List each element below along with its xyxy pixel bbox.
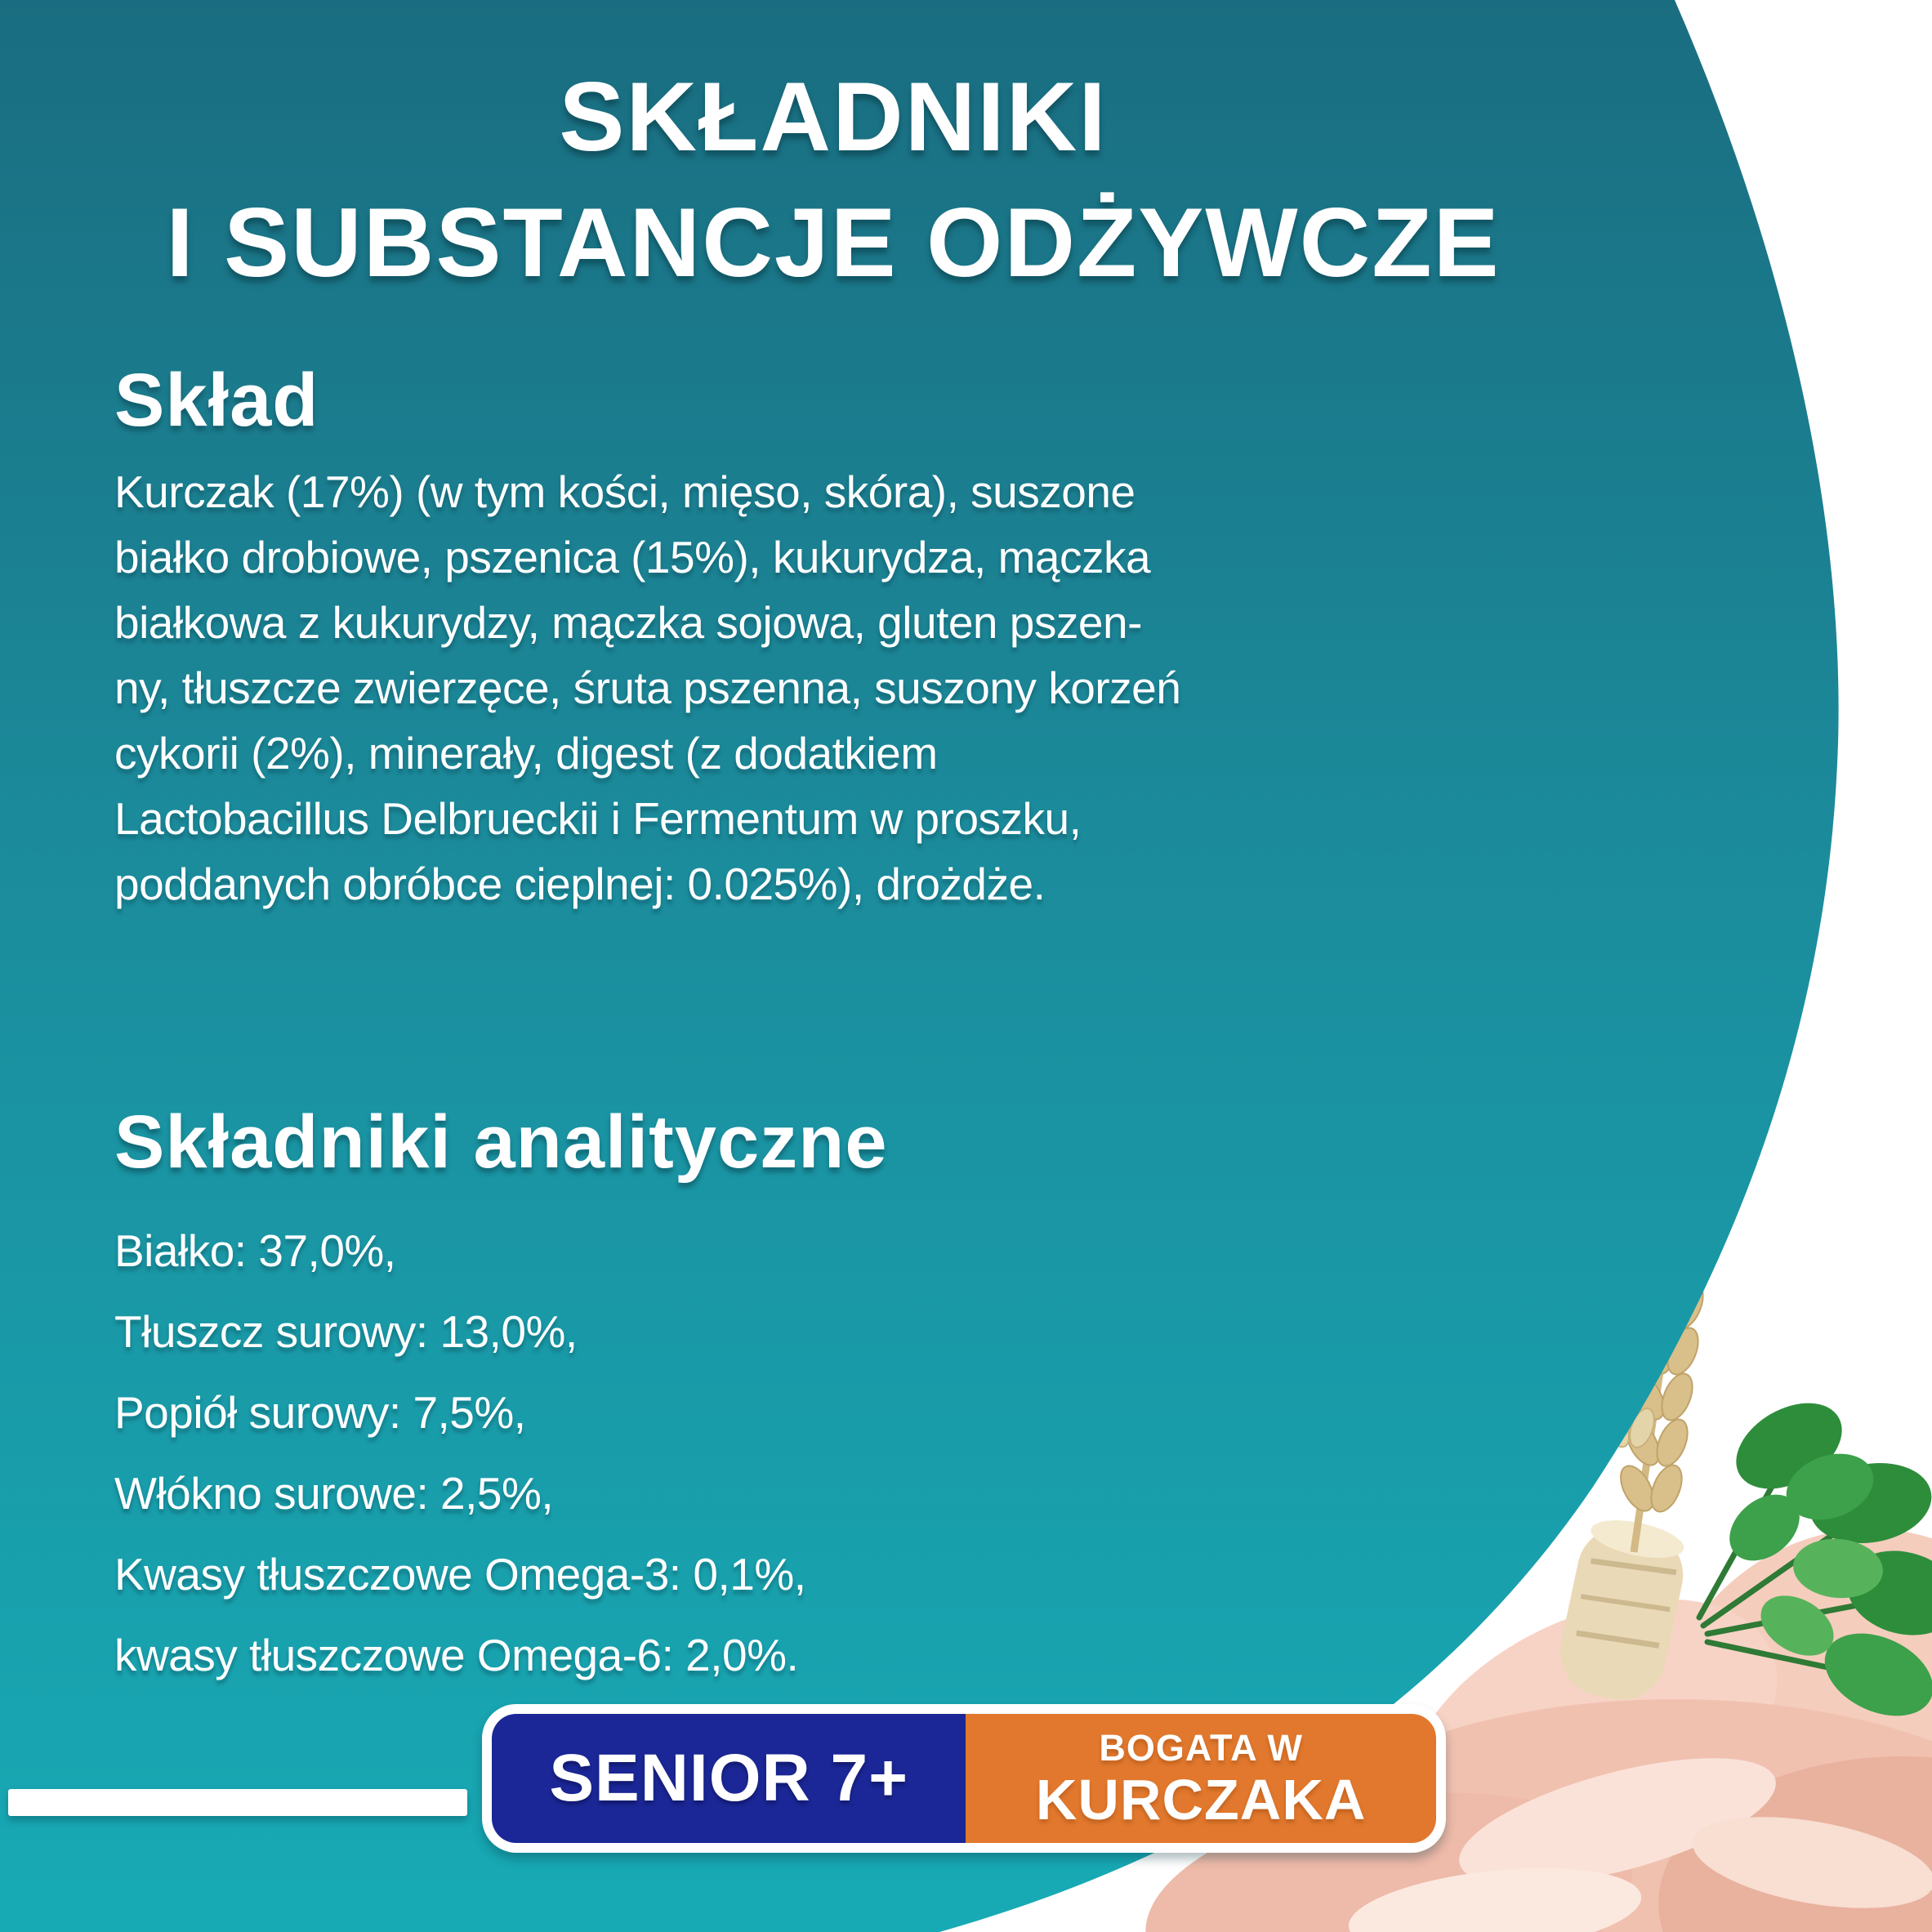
page-title: SKŁADNIKI I SUBSTANCJE ODŻYWCZE [0,54,1667,306]
flavor-badge-line1: BOGATA W [1099,1727,1303,1769]
flavor-badge-line2: KURCZAKA [1035,1768,1367,1832]
page-title-line1: SKŁADNIKI [559,62,1108,172]
composition-text: Kurczak (17%) (w tym kości, mięso, skóra… [114,459,1340,917]
chicory-root [1559,1520,1684,1700]
parsley-leaves [1696,1403,1932,1716]
composition-line: białkowa z kukurydzy, mączka sojowa, glu… [114,597,1142,648]
chicken-wheat-photo [1145,1019,1932,1932]
product-badge: SENIOR 7+ BOGATA W KURCZAKA [482,1704,1446,1853]
senior-age-badge: SENIOR 7+ [492,1714,966,1843]
composition-line: Lactobacillus Delbrueckii i Fermentum w … [114,793,1082,844]
analytical-item: kwasy tłuszczowe Omega-6: 2,0%. [114,1630,799,1680]
analytical-item: Białko: 37,0%, [114,1225,396,1276]
divider-bar [8,1789,467,1816]
composition-line: poddanych obróbce cieplnej: 0.025%), dro… [114,859,1046,909]
analytical-item: Tłuszcz surowy: 13,0%, [114,1306,578,1357]
flavor-badge: BOGATA W KURCZAKA [966,1714,1436,1843]
composition-line: Kurczak (17%) (w tym kości, mięso, skóra… [114,466,1136,517]
analytical-list: Białko: 37,0%, Tłuszcz surowy: 13,0%, Po… [114,1211,1340,1696]
composition-line: białko drobiowe, pszenica (15%), kukuryd… [114,532,1151,582]
composition-line: cykorii (2%), minerały, digest (z dodatk… [114,728,938,779]
analytical-item: Popiół surowy: 7,5%, [114,1387,526,1438]
analytical-heading: Składniki analityczne [114,1100,888,1184]
teal-circle-panel [0,0,1839,1932]
page-title-line2: I SUBSTANCJE ODŻYWCZE [166,188,1501,297]
analytical-item: Włókno surowe: 2,5%, [114,1468,554,1519]
composition-heading: Skład [114,359,319,442]
analytical-item: Kwasy tłuszczowe Omega-3: 0,1%, [114,1549,806,1600]
composition-line: ny, tłuszcze zwierzęce, śruta pszenna, s… [114,663,1181,713]
raw-chicken [1145,1528,1932,1932]
